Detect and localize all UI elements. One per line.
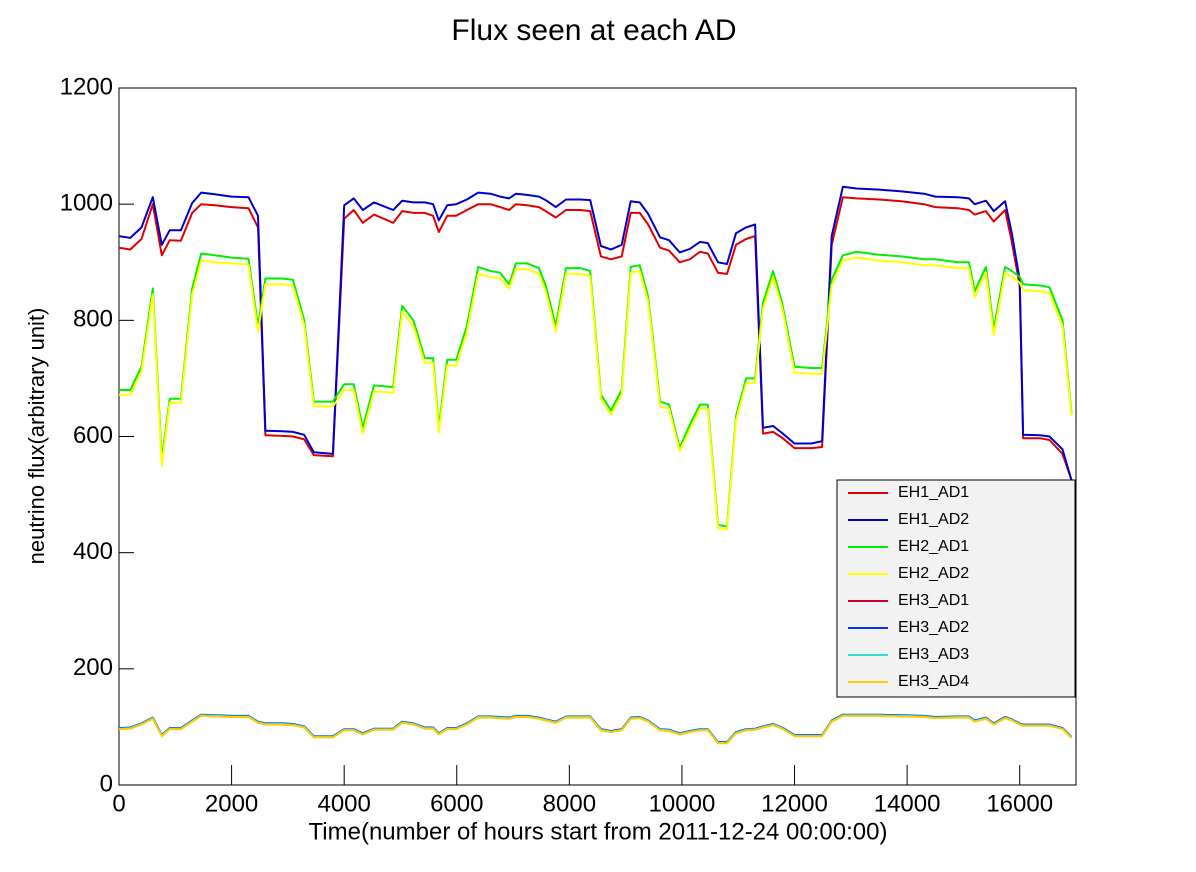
series-line — [119, 256, 1073, 531]
legend-label: EH2_AD2 — [898, 565, 969, 582]
x-tick-label: 10000 — [649, 790, 716, 817]
legend-label: EH3_AD3 — [898, 646, 969, 663]
series-line — [118, 713, 1073, 743]
series-line — [118, 196, 1073, 481]
y-tick-label: 400 — [73, 538, 113, 565]
y-tick-label: 800 — [73, 306, 113, 333]
x-tick-label: 0 — [112, 790, 125, 817]
legend: EH1_AD1 EH1_AD2 EH2_AD1 EH2_AD2 EH3_AD1 EH3_A… — [836, 479, 1076, 698]
series-line — [119, 250, 1073, 528]
x-axis-label: Time(number of hours start from 2011-12-… — [309, 818, 888, 845]
legend-label: EH1_AD1 — [898, 484, 969, 501]
y-tick-label: 1000 — [60, 190, 113, 217]
series-line — [118, 714, 1073, 744]
series-line — [118, 714, 1073, 745]
chart-title: Flux seen at each AD — [451, 14, 736, 47]
x-tick-label: 8000 — [543, 790, 596, 817]
x-tick-label: 4000 — [317, 790, 370, 817]
x-tick-label: 14000 — [874, 790, 941, 817]
legend-label: EH3_AD4 — [898, 673, 969, 690]
legend-label: EH3_AD1 — [898, 592, 969, 609]
x-tick-label: 6000 — [430, 790, 483, 817]
legend-box — [836, 479, 1076, 698]
legend-label: EH1_AD2 — [898, 511, 969, 528]
x-tick-label: 2000 — [205, 790, 258, 817]
y-axis-label: neutrino flux(arbitrary unit) — [24, 308, 49, 565]
y-tick-label: 1200 — [60, 73, 113, 100]
series-line — [118, 185, 1073, 481]
y-tick-label: 0 — [100, 770, 113, 797]
x-tick-label: 12000 — [761, 790, 828, 817]
legend-label: EH3_AD2 — [898, 619, 969, 636]
series-line — [118, 714, 1073, 744]
y-tick-label: 200 — [73, 654, 113, 681]
y-tick-label: 600 — [73, 422, 113, 449]
legend-label: EH2_AD1 — [898, 538, 969, 555]
x-tick-label: 16000 — [986, 790, 1053, 817]
